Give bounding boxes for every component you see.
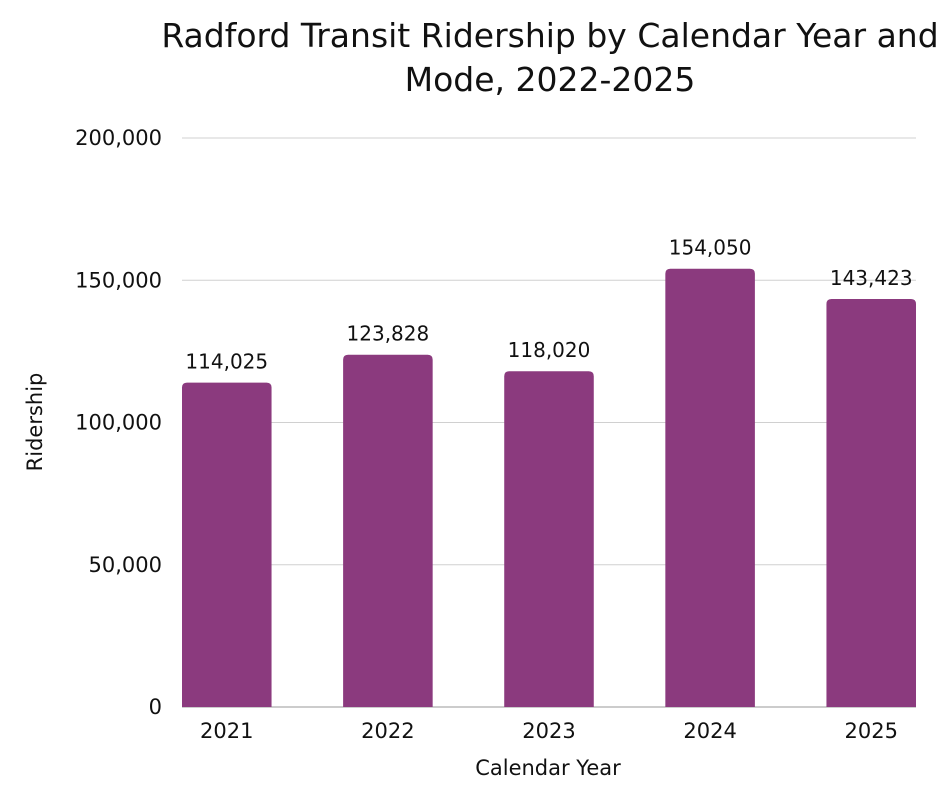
x-axis-ticks: 2021 2022 2023 2024 2025 [200, 719, 898, 743]
data-label: 143,423 [830, 266, 913, 290]
data-label: 154,050 [669, 236, 752, 260]
y-tick-label: 150,000 [75, 268, 162, 292]
bars [182, 268, 916, 707]
bar-2025 [826, 298, 916, 707]
data-label: 123,828 [347, 322, 430, 346]
data-label: 118,020 [508, 338, 591, 362]
x-tick-label: 2023 [522, 719, 575, 743]
bar-2021 [182, 382, 272, 707]
x-tick-label: 2021 [200, 719, 253, 743]
x-tick-label: 2024 [683, 719, 736, 743]
y-axis-ticks: 0 50,000 100,000 150,000 200,000 [75, 126, 162, 719]
y-tick-label: 100,000 [75, 411, 162, 435]
chart-title: Radford Transit Ridership by Calendar Ye… [161, 16, 939, 99]
x-tick-label: 2025 [844, 719, 897, 743]
bar-2023 [504, 371, 594, 707]
y-tick-label: 200,000 [75, 126, 162, 150]
x-tick-label: 2022 [361, 719, 414, 743]
data-labels: 114,025 123,828 118,020 154,050 143,423 [185, 236, 912, 374]
bar-2024 [665, 268, 755, 707]
y-axis-title: Ridership [23, 373, 47, 472]
y-tick-label: 50,000 [89, 553, 162, 577]
bar-2022 [343, 354, 433, 707]
x-axis-title: Calendar Year [475, 756, 621, 780]
data-label: 114,025 [185, 350, 268, 374]
y-tick-label: 0 [149, 695, 162, 719]
